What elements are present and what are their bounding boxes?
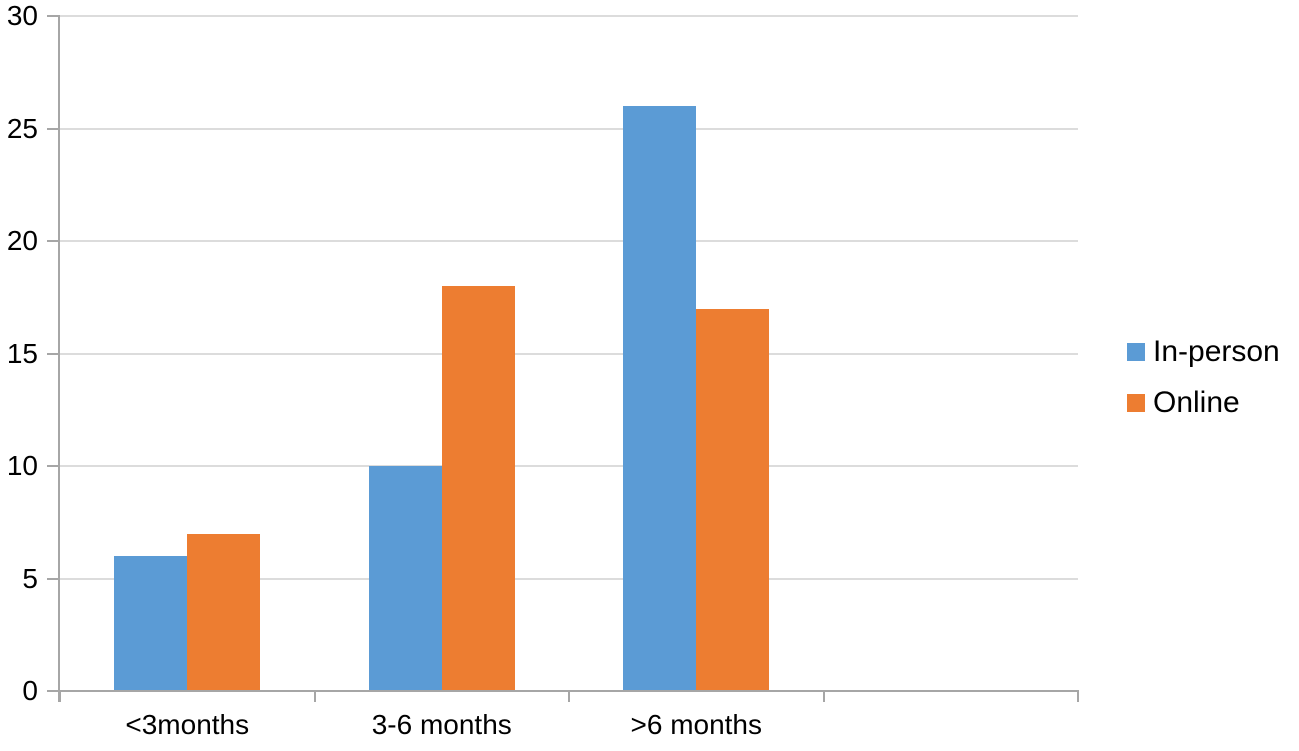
y-axis-label-10: 10: [6, 450, 38, 481]
y-tick-0: [47, 690, 60, 692]
y-tick-15: [47, 352, 60, 355]
legend-swatch-in-person-icon: [1127, 343, 1145, 361]
y-axis-label-0: 0: [22, 675, 38, 706]
y-axis-label-25: 25: [6, 112, 38, 144]
x-axis-label-1: <3months: [125, 709, 250, 740]
bar-online-1: [187, 533, 261, 691]
y-tick-30: [47, 15, 60, 17]
y-axis-label-20: 20: [6, 225, 38, 256]
bar-in-person-3: [623, 106, 697, 691]
bar-in-person-2: [368, 466, 442, 691]
bar-in-person-1: [114, 556, 188, 691]
y-axis-label-5: 5: [22, 562, 38, 594]
x-tick-3: [822, 691, 825, 702]
gridline-10: [60, 465, 1078, 467]
legend-swatch-online-icon: [1127, 394, 1145, 412]
gridline-15: [60, 352, 1078, 355]
legend-item-online: Online: [1127, 387, 1240, 419]
y-tick-5: [47, 577, 60, 580]
gridline-30: [60, 15, 1078, 17]
gridline-20: [60, 240, 1078, 242]
gridline-25: [60, 127, 1078, 130]
x-tick-2: [568, 691, 570, 702]
gridline-5: [60, 577, 1078, 580]
y-axis-line: [58, 16, 60, 702]
bar-online-3: [696, 308, 770, 691]
x-tick-4: [1077, 691, 1079, 702]
x-axis-line: [60, 690, 1079, 692]
x-axis-label-3: >6 months: [630, 709, 763, 740]
y-tick-10: [47, 465, 60, 467]
x-tick-0: [59, 691, 61, 702]
y-axis-label-30: 30: [6, 0, 38, 31]
legend-label-online: Online: [1153, 386, 1240, 419]
y-axis-label-15: 15: [6, 337, 38, 369]
x-axis-label-2: 3-6 months: [371, 709, 512, 740]
y-tick-25: [47, 127, 60, 130]
x-tick-1: [313, 691, 316, 702]
legend-label-in-person: In-person: [1153, 335, 1280, 368]
legend-item-in-person: In-person: [1127, 336, 1280, 368]
bar-online-2: [441, 286, 515, 691]
y-tick-20: [47, 240, 60, 242]
